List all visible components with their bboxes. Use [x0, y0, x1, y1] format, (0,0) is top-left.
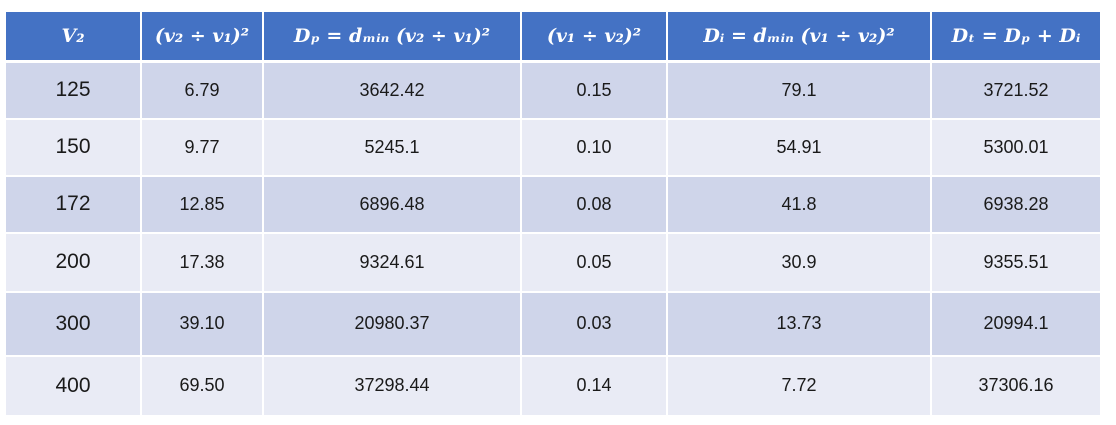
table-cell: 41.8	[667, 175, 932, 234]
table-row: 200 17.38 9324.61 0.05 30.9 9355.51	[6, 232, 1100, 293]
header-dt-formula: Dₜ = Dₚ + Dᵢ	[931, 12, 1100, 63]
table-cell: 37298.44	[263, 355, 522, 417]
table-row: 300 39.10 20980.37 0.03 13.73 20994.1	[6, 291, 1100, 357]
table-cell: 6.79	[141, 61, 264, 120]
table-cell: 6938.28	[931, 175, 1100, 234]
table-cell: 150	[6, 118, 142, 177]
table-cell: 0.05	[521, 232, 668, 293]
table-cell: 5245.1	[263, 118, 522, 177]
table-cell: 0.15	[521, 61, 668, 120]
table-cell: 69.50	[141, 355, 264, 417]
table-cell: 9355.51	[931, 232, 1100, 293]
table-row: 125 6.79 3642.42 0.15 79.1 3721.52	[6, 61, 1100, 120]
table-cell: 9.77	[141, 118, 264, 177]
table-cell: 0.14	[521, 355, 668, 417]
table-cell: 0.03	[521, 291, 668, 357]
table-cell: 20980.37	[263, 291, 522, 357]
table-cell: 172	[6, 175, 142, 234]
header-row: V₂ (v₂ ÷ v₁)² Dₚ = dₘᵢₙ (v₂ ÷ v₁)² (v₁ ÷…	[6, 12, 1100, 63]
table-cell: 30.9	[667, 232, 932, 293]
table-cell: 3642.42	[263, 61, 522, 120]
table-cell: 39.10	[141, 291, 264, 357]
table-cell: 79.1	[667, 61, 932, 120]
table-cell: 3721.52	[931, 61, 1100, 120]
table-cell: 20994.1	[931, 291, 1100, 357]
table-row: 400 69.50 37298.44 0.14 7.72 37306.16	[6, 355, 1100, 417]
table-cell: 0.08	[521, 175, 668, 234]
table-cell: 9324.61	[263, 232, 522, 293]
table-cell: 13.73	[667, 291, 932, 357]
table-cell: 300	[6, 291, 142, 357]
header-dp-formula: Dₚ = dₘᵢₙ (v₂ ÷ v₁)²	[263, 12, 522, 63]
table-cell: 5300.01	[931, 118, 1100, 177]
table-cell: 17.38	[141, 232, 264, 293]
table-cell: 6896.48	[263, 175, 522, 234]
table-cell: 200	[6, 232, 142, 293]
table-cell: 7.72	[667, 355, 932, 417]
table-cell: 400	[6, 355, 142, 417]
header-di-formula: Dᵢ = dₘᵢₙ (v₁ ÷ v₂)²	[667, 12, 932, 63]
table-cell: 54.91	[667, 118, 932, 177]
table-cell: 0.10	[521, 118, 668, 177]
table-cell: 12.85	[141, 175, 264, 234]
table-cell: 125	[6, 61, 142, 120]
header-v1-over-v2-squared: (v₁ ÷ v₂)²	[521, 12, 668, 63]
header-v2-over-v1-squared: (v₂ ÷ v₁)²	[141, 12, 264, 63]
data-table: V₂ (v₂ ÷ v₁)² Dₚ = dₘᵢₙ (v₂ ÷ v₁)² (v₁ ÷…	[6, 12, 1100, 417]
header-v2: V₂	[6, 12, 142, 63]
table-row: 150 9.77 5245.1 0.10 54.91 5300.01	[6, 118, 1100, 177]
table-row: 172 12.85 6896.48 0.08 41.8 6938.28	[6, 175, 1100, 234]
table-cell: 37306.16	[931, 355, 1100, 417]
